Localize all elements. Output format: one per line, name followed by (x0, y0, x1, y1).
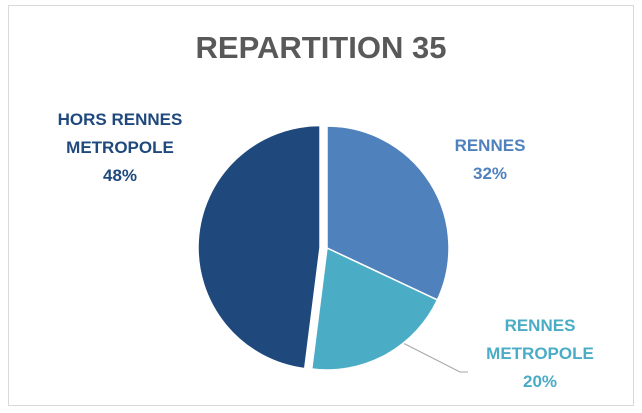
slice-value-label: 20% (522, 372, 558, 391)
pie-slice (326, 125, 450, 301)
pie-slice (310, 246, 439, 371)
slice-label: RENNES (454, 136, 526, 155)
slice-label: RENNES METROPOLE (486, 316, 594, 363)
leader-line (402, 342, 468, 373)
chart-title: REPARTITION 35 (195, 30, 447, 65)
slice-value-label: 32% (472, 164, 508, 183)
slice-label: HORS RENNES METROPOLE (57, 110, 183, 157)
pie-slice (197, 124, 321, 370)
slice-value-label: 48% (102, 166, 138, 185)
